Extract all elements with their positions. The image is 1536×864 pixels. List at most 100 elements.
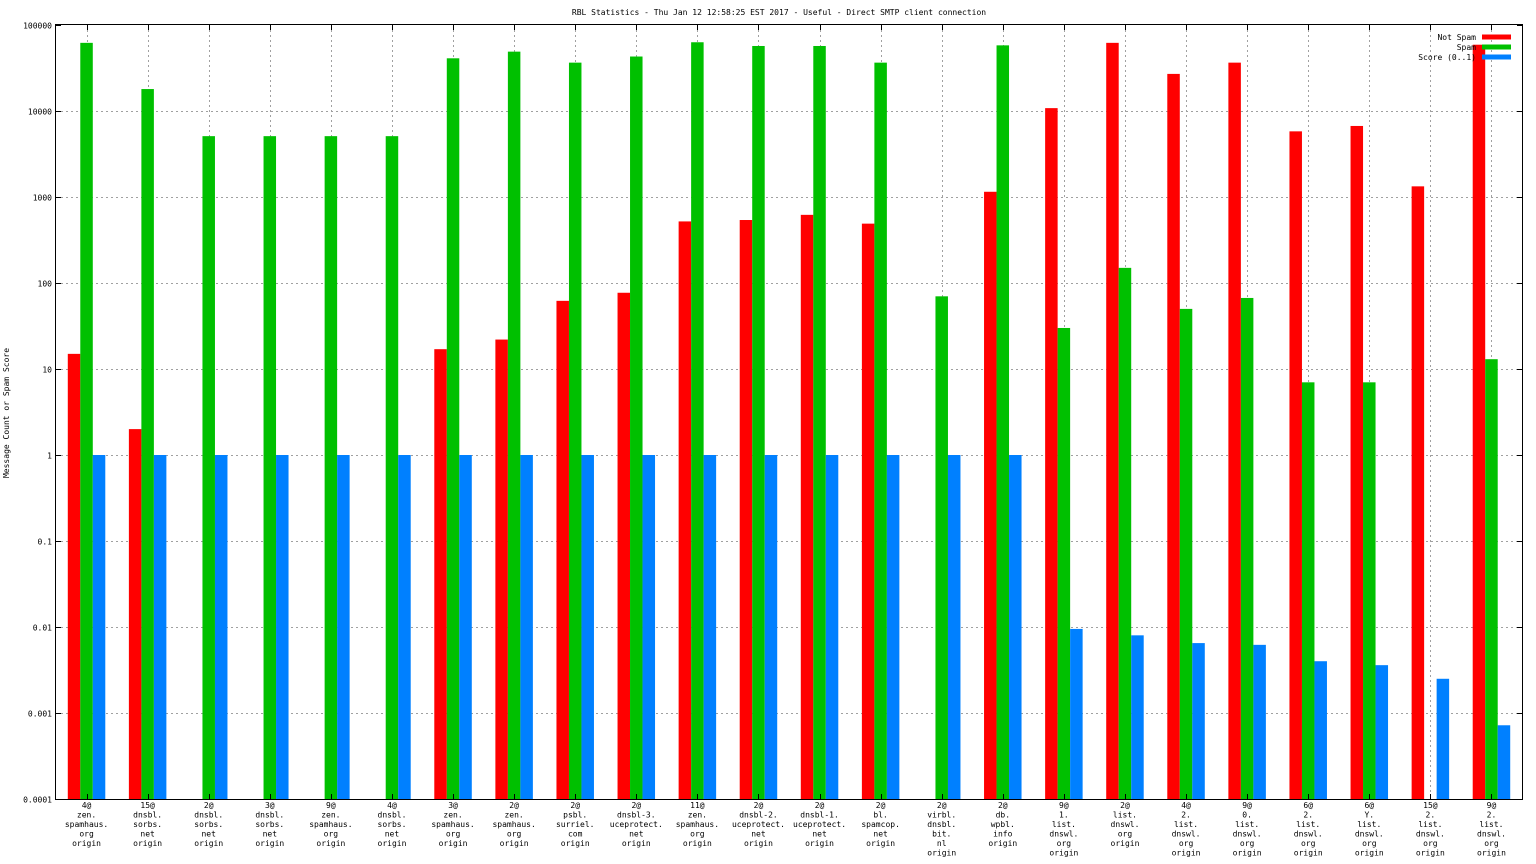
bar-score-0-1	[214, 455, 228, 799]
bar-score-0-1	[1192, 643, 1205, 799]
x-tick-label: 2@ psbl. surriel. com origin	[556, 801, 595, 848]
y-tick-label: 0.01	[33, 624, 52, 633]
bar-spam	[1301, 382, 1315, 799]
x-tick-label: 6@ 2. list. dnswl. org origin	[1294, 801, 1323, 858]
bar-spam	[1118, 267, 1132, 799]
x-tick-label: 9@ 0. list. dnswl. org origin	[1233, 801, 1262, 858]
bar-score-0-1	[703, 455, 717, 799]
x-tick-label: 6@ Y. list. dnswl. org origin	[1355, 801, 1384, 858]
x-tick-label: 2@ dnsbl-3. uceprotect. net origin	[610, 801, 663, 848]
bar-not-spam	[1350, 125, 1364, 799]
bar-spam	[507, 51, 521, 799]
bar-score-0-1	[1131, 635, 1144, 799]
bar-score-0-1	[1497, 725, 1511, 799]
legend-label: Not Spam	[1437, 33, 1476, 42]
bar-spam	[1485, 359, 1498, 799]
bar-score-0-1	[825, 455, 839, 799]
x-tick-label: 3@ zen. spamhaus. org origin	[431, 801, 474, 848]
x-tick-labels: 4@ zen. spamhaus. org origin 15@ dnsbl. sorbs. n…	[65, 801, 1506, 858]
bar-spam	[996, 45, 1010, 800]
bar-score-0-1	[947, 455, 961, 799]
bar-not-spam	[1472, 44, 1486, 799]
x-tick-label: 4@ zen. spamhaus. org origin	[65, 801, 108, 848]
axes: 0.0001 0.001 0.01 0.1 1 10 100 1000 10000 100000	[23, 22, 1522, 805]
bar-score-0-1	[92, 455, 106, 799]
legend-swatch	[1482, 54, 1511, 60]
legend-label: Spam	[1457, 43, 1476, 52]
bar-score-0-1	[764, 455, 778, 799]
bar-score-0-1	[642, 455, 656, 799]
bar-not-spam	[434, 349, 447, 799]
bar-score-0-1	[1070, 628, 1083, 799]
plot-frame	[55, 24, 1523, 800]
bar-not-spam	[984, 191, 997, 799]
bar-score-0-1	[1375, 665, 1389, 799]
bar-score-0-1	[1253, 644, 1266, 799]
bar-spam	[446, 58, 460, 800]
y-tick-label: 10	[42, 366, 52, 375]
y-tick-label: 0.0001	[23, 796, 52, 805]
bar-spam	[691, 42, 704, 799]
bar-score-0-1	[886, 455, 900, 799]
bar-score-0-1	[153, 455, 167, 799]
bar-spam	[324, 136, 338, 799]
bar-not-spam	[617, 292, 631, 799]
bar-spam	[813, 45, 826, 800]
chart-title: RBL Statistics - Thu Jan 12 12:58:25 EST…	[572, 8, 986, 17]
bar-spam	[752, 45, 765, 800]
x-tick-label: 9@ 1. list. dnswl. org origin	[1049, 801, 1078, 858]
bar-not-spam	[739, 220, 753, 799]
x-tick-label: 15@ dnsbl. sorbs. net origin	[133, 801, 162, 848]
bar-spam	[568, 62, 582, 799]
bar-not-spam	[678, 221, 692, 800]
bar-not-spam	[800, 214, 814, 800]
bar-not-spam	[1411, 186, 1425, 800]
legend-swatch	[1482, 34, 1511, 40]
x-tick-label: 9@ zen. spamhaus. org origin	[309, 801, 352, 848]
x-tick-label: 2@ zen. spamhaus. org origin	[492, 801, 535, 848]
bar-spam	[630, 56, 643, 799]
y-tick-label: 1	[47, 452, 52, 461]
y-tick-label: 10000	[28, 108, 52, 117]
bar-not-spam	[495, 339, 508, 799]
legend-swatch	[1482, 44, 1511, 50]
bar-spam	[1363, 382, 1376, 799]
bar-spam	[263, 136, 277, 799]
bar-spam	[141, 89, 154, 800]
bar-not-spam	[67, 353, 81, 799]
bar-not-spam	[1106, 42, 1119, 800]
legend-label: Score (0..1)	[1418, 53, 1476, 62]
bar-spam	[1179, 308, 1193, 799]
bar-not-spam	[1045, 108, 1058, 799]
bars	[67, 42, 1511, 800]
bar-spam	[202, 136, 215, 799]
bar-score-0-1	[337, 455, 350, 799]
bar-score-0-1	[398, 455, 411, 799]
bar-not-spam	[1289, 131, 1302, 800]
y-tick-label: 0.001	[28, 710, 52, 719]
y-tick-label: 100000	[23, 22, 52, 31]
x-tick-label: 2@ bl. spamcop. net origin	[861, 801, 900, 848]
y-tick-label: 0.1	[38, 538, 53, 547]
y-tick-label: 1000	[33, 194, 52, 203]
bar-spam	[385, 136, 399, 799]
x-tick-label: 15@ 2. list. dnswl. org origin	[1416, 801, 1445, 858]
bar-score-0-1	[459, 455, 472, 799]
bar-score-0-1	[1314, 661, 1327, 799]
y-axis-label: Message Count or Spam Score	[2, 348, 11, 478]
x-tick-label: 3@ dnsbl. sorbs. net origin	[255, 801, 284, 848]
x-tick-label: 2@ virbl. dnsbl. bit. nl origin	[927, 801, 956, 858]
bar-score-0-1	[276, 455, 289, 799]
bar-spam	[935, 296, 948, 799]
bar-not-spam	[861, 223, 875, 799]
bar-spam	[80, 42, 93, 800]
bar-not-spam	[128, 429, 142, 799]
y-tick-label: 100	[38, 280, 53, 289]
bar-spam	[1057, 327, 1071, 799]
bar-score-0-1	[1009, 455, 1022, 799]
bar-spam	[1240, 297, 1254, 799]
bar-score-0-1	[1436, 678, 1450, 799]
bar-not-spam	[556, 300, 569, 799]
